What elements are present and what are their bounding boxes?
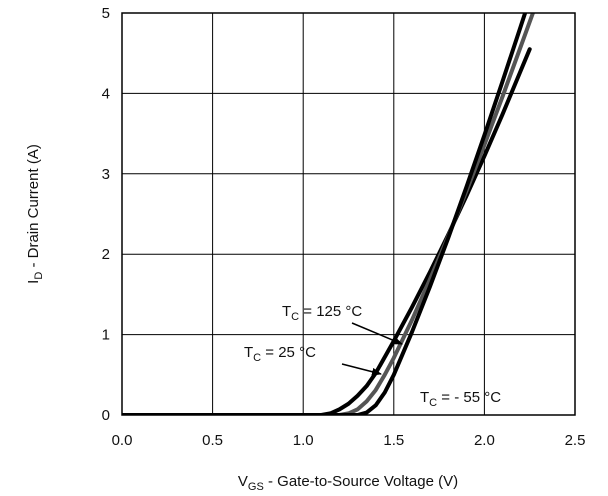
annotation-tc-25: TC = 25 °C	[244, 344, 316, 364]
x-tick-label: 2.0	[474, 432, 495, 449]
x-tick-label: 0.0	[112, 432, 133, 449]
y-tick-label: 2	[102, 246, 110, 263]
x-tick-label: 1.0	[293, 432, 314, 449]
y-tick-label: 5	[102, 5, 110, 22]
plot-frame	[121, 12, 576, 416]
series-line-tc-125	[122, 47, 532, 415]
annotation-arrow-tc-25	[341, 363, 382, 376]
annotation-tc-125: TC = 125 °C	[282, 303, 362, 323]
y-tick-label: 3	[102, 166, 110, 183]
y-tick-label: 0	[102, 407, 110, 424]
x-tick-label: 1.5	[383, 432, 404, 449]
series-lines	[122, 13, 536, 415]
annotation-tc-minus55: TC = - 55 °C	[420, 389, 501, 409]
y-tick-label: 4	[102, 85, 110, 102]
y-tick-label: 1	[102, 327, 110, 344]
x-tick-label: 2.5	[565, 432, 586, 449]
x-tick-labels: 0.0 0.5 1.0 1.5 2.0 2.5	[112, 432, 586, 449]
series-line-tc-minus55	[122, 13, 528, 415]
y-axis-title: ID - Drain Current (A)	[25, 144, 45, 284]
x-axis-title: VGS - Gate-to-Source Voltage (V)	[238, 473, 458, 493]
series-line-tc-25	[122, 13, 536, 415]
annotation-arrow-tc-125	[351, 322, 403, 345]
x-tick-label: 0.5	[202, 432, 223, 449]
y-tick-labels: 0 1 2 3 4 5	[102, 5, 110, 424]
